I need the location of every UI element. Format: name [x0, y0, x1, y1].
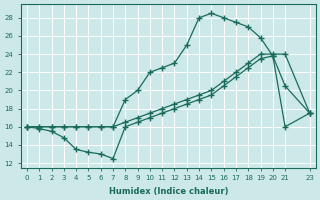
X-axis label: Humidex (Indice chaleur): Humidex (Indice chaleur): [108, 187, 228, 196]
